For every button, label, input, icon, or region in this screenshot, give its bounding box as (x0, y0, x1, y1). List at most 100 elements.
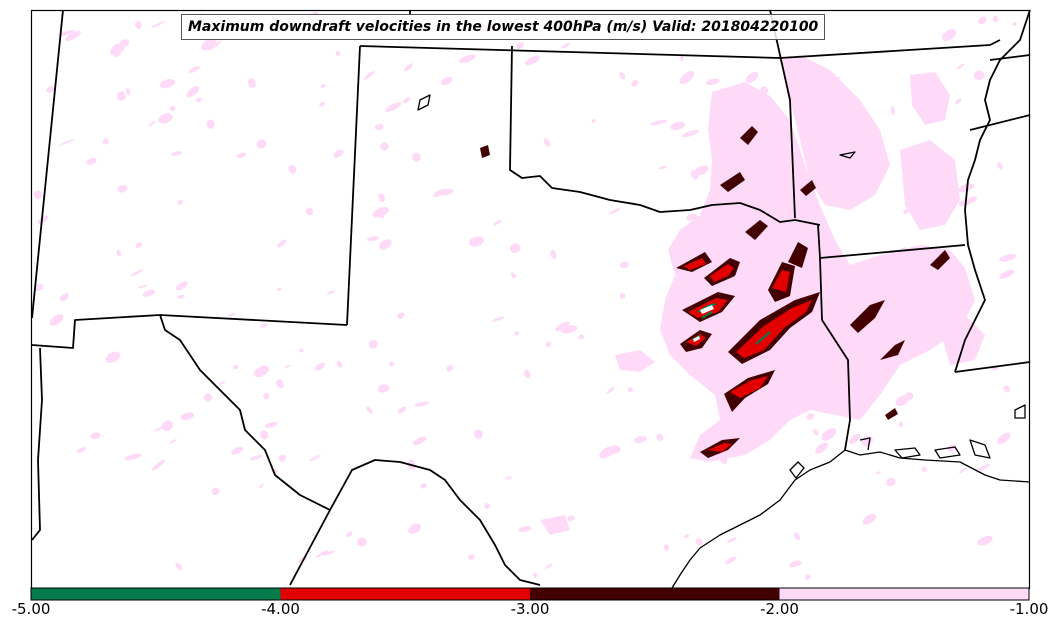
downdraft-speckle (861, 435, 873, 447)
downdraft-speckle (898, 422, 904, 428)
strong-downdraft-cells (684, 258, 812, 452)
downdraft-speckle (231, 446, 244, 455)
downdraft-speckle (804, 574, 811, 580)
downdraft-speckle (125, 87, 131, 96)
downdraft-speckle (509, 243, 521, 253)
downdraft-speckle (954, 98, 962, 105)
downdraft-speckle (142, 289, 156, 297)
downdraft-speckle (412, 152, 421, 162)
downdraft-speckle (368, 339, 378, 349)
downdraft-speckle (277, 239, 287, 248)
downdraft-speckle (414, 401, 429, 407)
extreme-downdraft-core-centers (693, 305, 714, 342)
downdraft-speckle (278, 454, 287, 462)
downdraft-speckle (320, 84, 326, 88)
downdraft-speckle (793, 532, 801, 541)
downdraft-speckle (567, 515, 575, 522)
downdraft-speckle (208, 40, 222, 51)
downdraft-speckle (591, 118, 596, 123)
downdraft-speckle (319, 101, 326, 107)
downdraft-speckle (259, 323, 269, 328)
downdraft-speckle (256, 139, 267, 149)
downdraft-speckle (124, 453, 142, 461)
colorbar-tick-label: -5.00 (11, 600, 51, 618)
downdraft-speckle (336, 361, 343, 368)
downdraft-speckle (171, 151, 182, 156)
downdraft-speckle (206, 119, 215, 129)
downdraft-speckle (379, 239, 392, 250)
downdraft-speckle (523, 369, 531, 379)
downdraft-speckle (161, 420, 174, 432)
colorbar-tick-label: -3.00 (510, 600, 550, 618)
downdraft-speckle (159, 79, 176, 89)
downdraft-speckle (346, 531, 353, 538)
downdraft-speckle (315, 549, 329, 558)
downdraft-speckle (633, 435, 647, 444)
downdraft-speckle (314, 362, 326, 371)
light-downdraft-area (540, 55, 985, 535)
downdraft-speckle (619, 71, 626, 80)
downdraft-speckle (46, 86, 55, 93)
downdraft-speckle (484, 503, 490, 509)
downdraft-speckle (326, 290, 335, 295)
colorbar-bin (280, 588, 530, 600)
downdraft-speckle (658, 166, 667, 170)
downdraft-speckle (440, 188, 454, 196)
downdraft-speckle (533, 572, 538, 578)
downdraft-speckle (958, 183, 975, 193)
downdraft-speckle (380, 142, 389, 151)
downdraft-speckle (34, 283, 44, 292)
downdraft-speckle (372, 207, 390, 218)
downdraft-speckle (992, 15, 999, 23)
downdraft-speckle (815, 442, 829, 454)
downdraft-speckle (276, 287, 282, 291)
downdraft-speckle (821, 428, 837, 441)
downdraft-speckle (695, 538, 703, 546)
downdraft-speckle (130, 269, 144, 277)
downdraft-speckle (58, 29, 75, 37)
downdraft-speckle (446, 365, 454, 372)
downdraft-speckle (397, 406, 407, 414)
downdraft-speckle (510, 272, 517, 279)
downdraft-speckle (333, 149, 344, 158)
downdraft-speckle (151, 21, 165, 29)
downdraft-speckle (999, 253, 1017, 262)
downdraft-speckle (322, 550, 335, 556)
state-boundaries (31, 9, 1031, 586)
downdraft-speckle (895, 395, 909, 407)
colorbar-bin (530, 588, 780, 600)
downdraft-speckle (679, 54, 684, 62)
downdraft-speckle (999, 269, 1015, 279)
downdraft-speckle (619, 293, 626, 299)
downdraft-speckle (516, 42, 524, 49)
downdraft-speckle (258, 483, 264, 489)
downdraft-speckle (862, 513, 877, 525)
downdraft-speckle (378, 193, 385, 203)
downdraft-speckle (263, 393, 270, 400)
downdraft-speckle (76, 447, 87, 453)
downdraft-speckle (890, 106, 895, 115)
downdraft-speckle (545, 563, 553, 569)
downdraft-speckle (468, 236, 484, 247)
downdraft-speckle (679, 70, 695, 85)
downdraft-speckle (606, 386, 615, 394)
downdraft-speckle (308, 455, 321, 462)
downdraft-speckle (606, 445, 621, 455)
downdraft-speckle (560, 43, 571, 49)
colorbar-border (30, 587, 1030, 601)
downdraft-speckle (49, 314, 64, 326)
downdraft-speckle (402, 97, 411, 104)
downdraft-speckle (195, 97, 203, 103)
downdraft-speckle (608, 208, 621, 215)
downdraft-speckle (727, 537, 737, 543)
downdraft-speckle (1003, 385, 1011, 393)
downdraft-speckle (631, 80, 639, 87)
downdraft-speckle (135, 242, 143, 249)
downdraft-speckle (86, 157, 97, 165)
downdraft-speckle (169, 438, 177, 445)
downdraft-speckle (813, 429, 819, 436)
downdraft-speckle (975, 463, 991, 473)
downdraft-speckle (227, 313, 237, 317)
downdraft-speckle (152, 459, 166, 471)
downdraft-speckle (90, 432, 101, 440)
